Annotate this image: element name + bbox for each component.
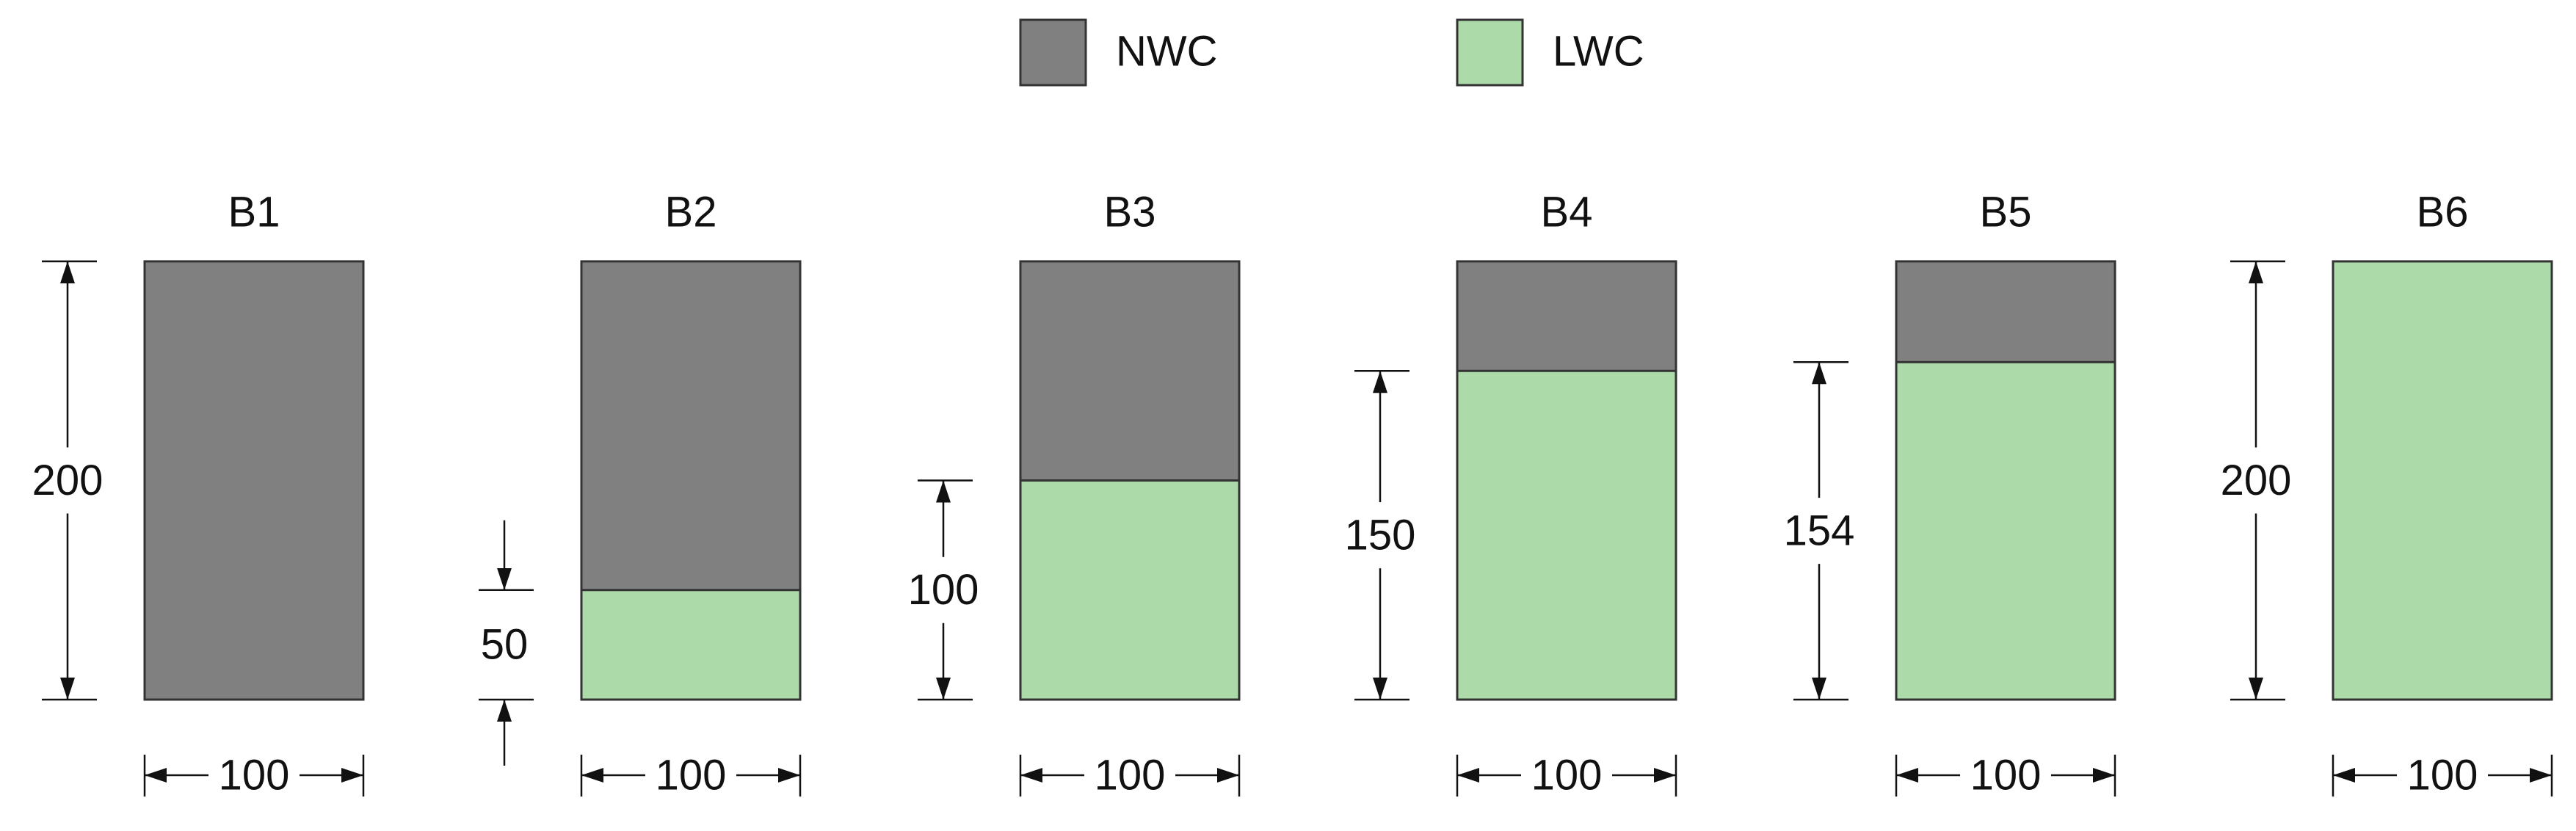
depth-region (1895, 360, 2116, 701)
depth-region (580, 589, 802, 701)
legend-swatch (1456, 18, 1524, 87)
section-label: B6 (2417, 188, 2469, 236)
width-label: 100 (1970, 751, 2042, 799)
depth-region (1019, 479, 1241, 701)
width-label: 100 (656, 751, 727, 799)
depth-region (2332, 260, 2553, 701)
section-label: B5 (1980, 188, 2032, 236)
legend-label: LWC (1553, 27, 1644, 75)
depth-label: 200 (2221, 457, 2292, 504)
section-label: B2 (665, 188, 717, 236)
depth-label: 100 (908, 566, 979, 614)
depth-region (1456, 369, 1677, 701)
legend-label: NWC (1116, 27, 1218, 75)
width-label: 100 (2407, 751, 2478, 799)
depth-label: 200 (32, 457, 104, 504)
width-label: 100 (1095, 751, 1166, 799)
section-label: B1 (228, 188, 280, 236)
depth-label: 150 (1345, 511, 1416, 559)
depth-label: 50 (481, 621, 529, 669)
width-label: 100 (219, 751, 290, 799)
legend-swatch (1019, 18, 1087, 87)
width-label: 100 (1531, 751, 1603, 799)
section-label: B3 (1104, 188, 1156, 236)
depth-region (143, 260, 365, 701)
depth-label: 154 (1784, 507, 1855, 554)
section-label: B4 (1541, 188, 1593, 236)
